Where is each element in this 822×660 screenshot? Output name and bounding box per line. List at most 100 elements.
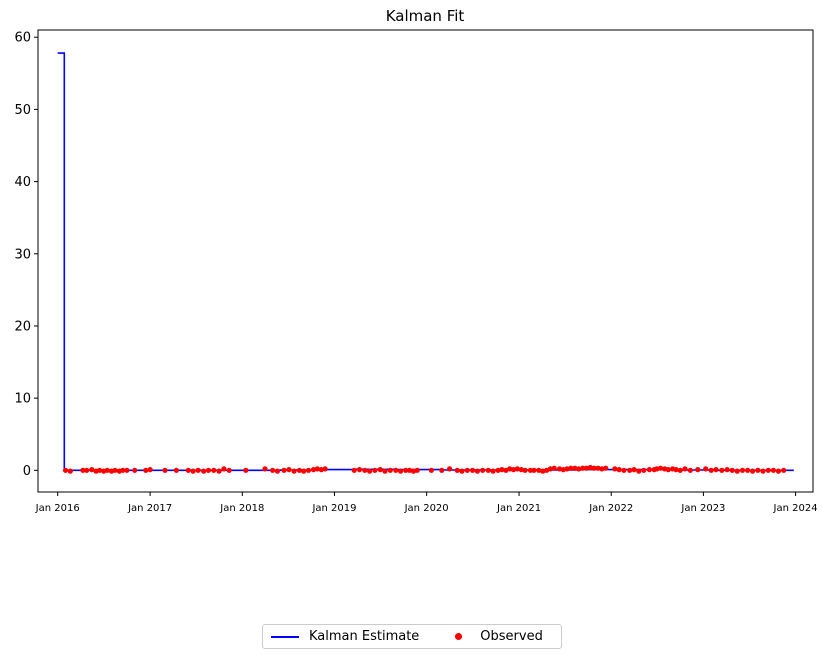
observed-point <box>673 467 679 473</box>
observed-point <box>120 467 126 473</box>
observed-point <box>627 467 633 473</box>
observed-point <box>621 467 627 473</box>
observed-point <box>270 467 276 473</box>
observed-point <box>201 468 207 474</box>
observed-point <box>536 467 542 473</box>
observed-point <box>657 465 664 471</box>
observed-point <box>262 466 268 472</box>
observed-point <box>729 467 735 473</box>
observed-point <box>695 467 701 473</box>
observed-point <box>447 466 453 472</box>
observed-point <box>591 465 597 471</box>
observed-point <box>286 467 292 473</box>
x-tick-label: Jan 2021 <box>496 503 541 514</box>
observed-point <box>97 467 103 473</box>
observed-point <box>322 466 328 472</box>
observed-point <box>67 468 73 474</box>
observed-point <box>362 467 368 473</box>
x-tick-label: Jan 2018 <box>219 503 264 514</box>
observed-point <box>480 467 486 473</box>
observed-point <box>765 467 771 473</box>
kalman-estimate-line <box>57 52 794 472</box>
observed-point <box>221 466 227 472</box>
observed-point <box>641 467 647 473</box>
observed-point <box>356 467 363 473</box>
observed-point <box>216 468 222 474</box>
observed-point <box>781 467 787 473</box>
observed-point <box>531 467 537 473</box>
observed-point <box>382 468 388 474</box>
observed-point <box>301 468 307 474</box>
observed-point <box>745 467 751 473</box>
observed-point <box>770 467 777 473</box>
observed-point <box>291 468 297 474</box>
legend-line-swatch <box>271 635 299 638</box>
observed-point <box>485 467 491 473</box>
observed-point <box>459 468 465 474</box>
observed-point <box>522 467 528 473</box>
observed-point <box>104 467 110 473</box>
y-tick-label: 20 <box>14 319 31 334</box>
observed-point <box>646 467 653 473</box>
observed-point <box>708 467 714 473</box>
observed-point <box>185 467 191 473</box>
observed-point <box>568 465 574 471</box>
observed-point <box>205 467 212 473</box>
observed-point <box>713 467 719 473</box>
observed-point <box>62 467 69 473</box>
observed-point <box>398 468 404 474</box>
observed-point <box>439 467 445 473</box>
observed-point <box>514 466 520 472</box>
observed-point <box>612 466 618 472</box>
observed-point <box>724 467 730 473</box>
x-axis: Jan 2016 Jan 2017 Jan 2018 Jan 2019 Jan 2020… <box>35 492 818 514</box>
legend-item-observed: Observed <box>419 629 543 644</box>
observed-point <box>755 467 761 473</box>
observed-point <box>147 467 153 473</box>
y-axis: 0 10 20 30 40 50 60 <box>14 31 38 479</box>
observed-point <box>603 465 609 471</box>
observed-point <box>406 467 413 473</box>
observed-point <box>631 467 637 473</box>
observed-point <box>414 467 420 473</box>
x-tick-label: Jan 2024 <box>773 503 818 514</box>
observed-point <box>372 467 378 473</box>
observed-point <box>677 467 683 473</box>
observed-point <box>393 467 399 473</box>
y-tick-label: 0 <box>23 464 31 479</box>
observed-point <box>551 465 557 471</box>
observed-point <box>112 467 118 473</box>
plot-frame <box>37 29 814 493</box>
observed-point <box>387 467 393 473</box>
observed-point <box>739 467 746 473</box>
chart-title: Kalman Fit <box>386 7 465 25</box>
observed-point <box>527 467 534 473</box>
legend-label-kalman: Kalman Estimate <box>309 629 420 644</box>
observed-point <box>719 467 725 473</box>
x-tick-label: Jan 2016 <box>35 503 80 514</box>
observed-point <box>682 466 688 472</box>
y-tick-label: 60 <box>14 31 31 46</box>
x-tick-label: Jan 2019 <box>311 503 356 514</box>
observed-point <box>195 467 201 473</box>
y-tick-label: 40 <box>14 175 31 190</box>
y-tick-label: 10 <box>14 392 31 407</box>
observed-point <box>80 467 86 473</box>
observed-point <box>580 465 586 471</box>
x-tick-label: Jan 2023 <box>680 503 725 514</box>
legend: Kalman Estimate Observed <box>262 624 562 649</box>
observed-point <box>84 467 90 473</box>
observed-point <box>162 467 168 473</box>
observed-point <box>687 467 693 473</box>
observed-point <box>173 467 179 473</box>
legend-item-kalman: Kalman Estimate <box>263 629 419 644</box>
observed-point <box>403 467 409 473</box>
observed-point <box>314 466 320 472</box>
observed-point <box>367 468 373 474</box>
observed-point <box>274 468 280 474</box>
observed-point <box>243 467 249 473</box>
observed-point <box>190 468 196 474</box>
observed-point <box>226 467 232 473</box>
observed-point <box>474 468 480 474</box>
